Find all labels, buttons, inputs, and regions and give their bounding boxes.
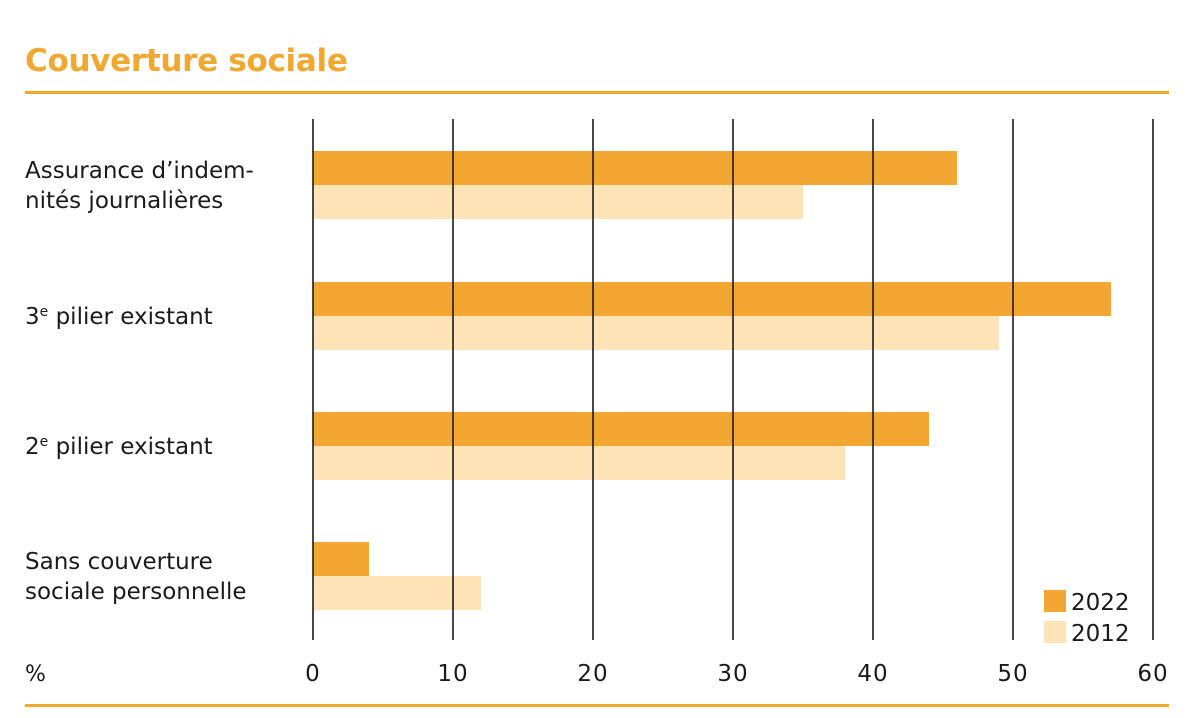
bar-2012-0 [313,185,803,219]
legend-swatch-2012 [1044,621,1066,643]
bar-2012-3 [313,576,481,610]
tick-label-60: 60 [1137,661,1168,687]
bar-2022-3 [313,542,369,576]
bar-2012-2 [313,446,845,480]
title-underline [25,91,1169,94]
category-label-1: 3e pilier existant [25,304,213,330]
chart-title: Couverture sociale [25,43,348,79]
bar-2022-1 [313,282,1111,316]
axis-unit-label: % [25,662,46,687]
bar-2022-2 [313,412,929,446]
category-label-0: Assurance d’indem-nités journalières [25,158,254,214]
bottom-rule [25,704,1169,707]
tick-label-20: 20 [577,661,608,687]
tick-label-50: 50 [997,661,1028,687]
legend-swatch-2022 [1044,590,1066,612]
tick-label-10: 10 [437,661,468,687]
category-label-2: 2e pilier existant [25,434,213,460]
tick-label-0: 0 [305,661,321,687]
tick-label-30: 30 [717,661,748,687]
tick-label-40: 40 [857,661,888,687]
legend-label-2022: 2022 [1071,590,1130,616]
category-label-3: Sans couverture sociale personnelle [25,549,247,605]
bar-2022-0 [313,151,957,185]
legend-label-2012: 2012 [1071,621,1130,647]
bar-2012-1 [313,316,999,350]
